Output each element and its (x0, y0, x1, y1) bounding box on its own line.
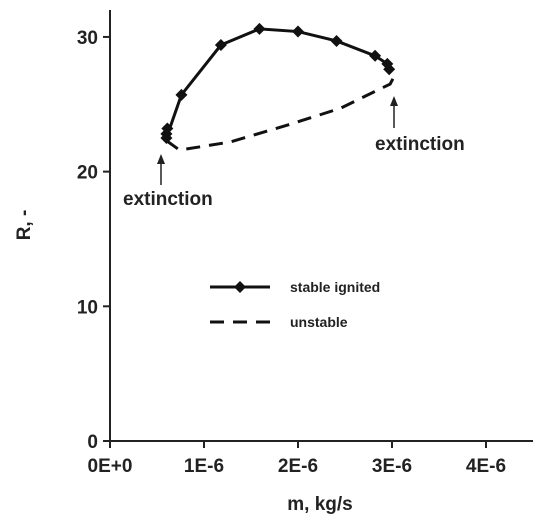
marker (253, 22, 266, 35)
annotation: extinction (375, 134, 465, 155)
x-tick-label: 4E-6 (466, 456, 506, 477)
y-axis-label: R, - (14, 210, 35, 241)
legend-label: unstable (290, 314, 348, 330)
marker (383, 63, 396, 76)
y-tick-label: 0 (87, 432, 98, 453)
y-tick-label: 30 (77, 28, 98, 49)
marker (369, 49, 382, 62)
legend-label: stable ignited (290, 279, 380, 295)
x-tick-label: 3E-6 (372, 456, 412, 477)
x-tick-label: 1E-6 (184, 456, 224, 477)
annotation: extinction (123, 189, 213, 210)
marker (175, 88, 188, 101)
marker (214, 39, 227, 52)
legend-marker (234, 281, 246, 293)
y-tick-label: 20 (77, 163, 98, 184)
x-axis-label: m, kg/s (287, 494, 352, 515)
x-tick-label: 0E+0 (88, 456, 133, 477)
y-tick-label: 10 (77, 297, 98, 318)
series-line (164, 27, 391, 139)
arrow-head (390, 96, 398, 106)
marker (292, 25, 304, 38)
marker (330, 34, 343, 47)
arrow-head (157, 154, 165, 164)
series-line (165, 77, 395, 152)
x-tick-label: 2E-6 (278, 456, 318, 477)
